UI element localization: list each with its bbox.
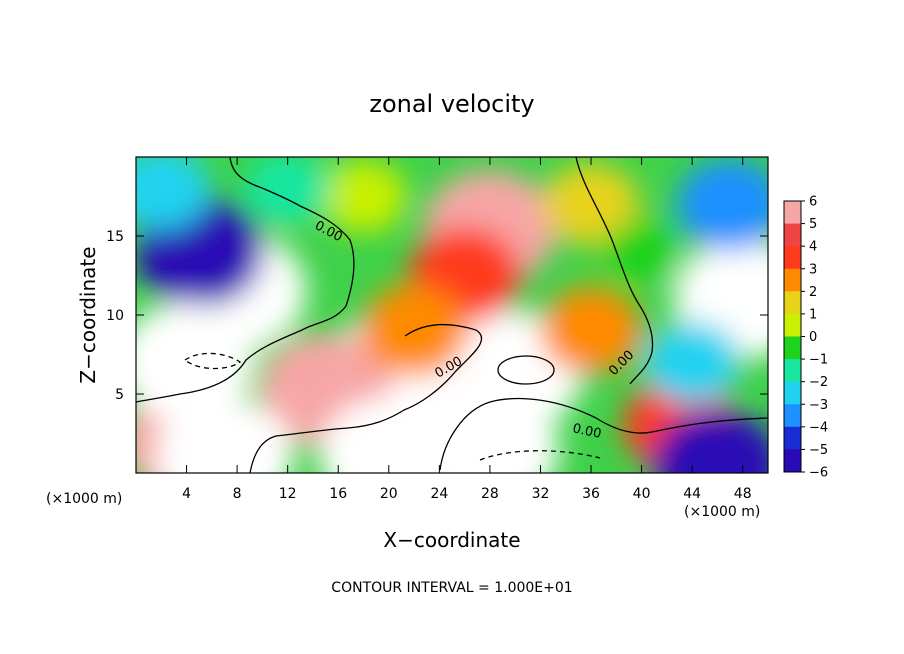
x-axis-label: X−coordinate xyxy=(383,528,520,552)
x-tick-label: 48 xyxy=(734,486,752,502)
x-axis-ticks: 4 8 12 16 20 24 28 32 36 40 44 48 xyxy=(182,157,752,502)
x-tick-label: 28 xyxy=(481,486,499,502)
contour-interval-footer: CONTOUR INTERVAL = 1.000E+01 xyxy=(331,580,572,596)
velocity-cell xyxy=(136,302,257,423)
colorbar-label: 5 xyxy=(809,217,817,232)
x-tick-label: 40 xyxy=(633,486,651,502)
zero-contour-right xyxy=(575,157,654,385)
colorbar-swatch xyxy=(784,223,801,247)
y-tick-label: 10 xyxy=(106,308,124,324)
chart-title: zonal velocity xyxy=(369,90,534,118)
x-tick-label: 20 xyxy=(380,486,398,502)
y-tick-label: 5 xyxy=(115,387,124,403)
colorbar-swatch xyxy=(784,426,801,450)
x-tick-label: 12 xyxy=(279,486,297,502)
x-tick-label: 8 xyxy=(233,486,242,502)
x-tick-label: 4 xyxy=(182,486,191,502)
colorbar-label: −6 xyxy=(809,466,828,481)
colorbar-label: 2 xyxy=(809,285,817,300)
colorbar-label: −5 xyxy=(809,443,828,458)
colorbar-label: −3 xyxy=(809,398,828,413)
contour-label: 0.00 xyxy=(571,421,602,442)
y-tick-label: 15 xyxy=(106,229,124,245)
x-tick-label: 24 xyxy=(430,486,448,502)
velocity-cell xyxy=(542,163,640,246)
inner-contour-ring xyxy=(497,355,555,385)
colorbar-swatch xyxy=(784,359,801,383)
colorbar-swatch xyxy=(784,313,801,337)
colorbar-swatch xyxy=(784,268,801,292)
colorbar-label: 0 xyxy=(809,330,817,345)
dashed-contour-left xyxy=(184,352,242,370)
colorbar: 6 5 4 3 2 1 0 −1 −2 −3 −4 −5 −6 xyxy=(783,195,828,481)
x-axis-unit-left: (×1000 m) xyxy=(46,491,122,507)
x-tick-label: 36 xyxy=(582,486,600,502)
colorbar-swatch xyxy=(784,381,801,405)
colorbar-label: 4 xyxy=(809,240,817,255)
colorbar-swatch xyxy=(784,449,801,473)
velocity-field xyxy=(136,157,768,473)
colorbar-swatch xyxy=(784,291,801,315)
dashed-contour-lower xyxy=(479,450,601,461)
colorbar-label: 3 xyxy=(809,262,817,277)
colorbar-label: −2 xyxy=(809,375,828,390)
velocity-cell xyxy=(603,220,680,284)
x-tick-label: 16 xyxy=(329,486,347,502)
colorbar-swatch xyxy=(784,201,801,225)
y-axis-label: Z−coordinate xyxy=(76,246,100,383)
x-tick-label: 44 xyxy=(683,486,701,502)
zero-contours xyxy=(136,157,768,473)
colorbar-swatch xyxy=(784,246,801,270)
colorbar-label: 6 xyxy=(809,195,817,210)
velocity-cell xyxy=(539,287,643,375)
y-axis-ticks: 5 10 15 xyxy=(106,229,768,403)
colorbar-swatch xyxy=(784,404,801,428)
velocity-cell xyxy=(643,321,741,404)
zero-contour-upper xyxy=(136,157,355,403)
colorbar-swatch xyxy=(784,336,801,360)
velocity-cell xyxy=(244,157,331,225)
colorbar-label: −4 xyxy=(809,420,828,435)
colorbar-label: −1 xyxy=(809,353,828,368)
velocity-cell xyxy=(319,397,459,473)
x-axis-unit-right: (×1000 m) xyxy=(684,504,760,520)
velocity-cell xyxy=(320,160,407,233)
x-tick-label: 32 xyxy=(532,486,550,502)
colorbar-label: 1 xyxy=(809,307,817,322)
velocity-cell xyxy=(136,157,210,230)
velocity-cell xyxy=(676,158,768,251)
zero-contour-middle xyxy=(249,323,483,473)
zero-contour-lower xyxy=(439,397,768,471)
plot-area: 0.00 0.00 0.00 0.00 xyxy=(136,157,768,473)
